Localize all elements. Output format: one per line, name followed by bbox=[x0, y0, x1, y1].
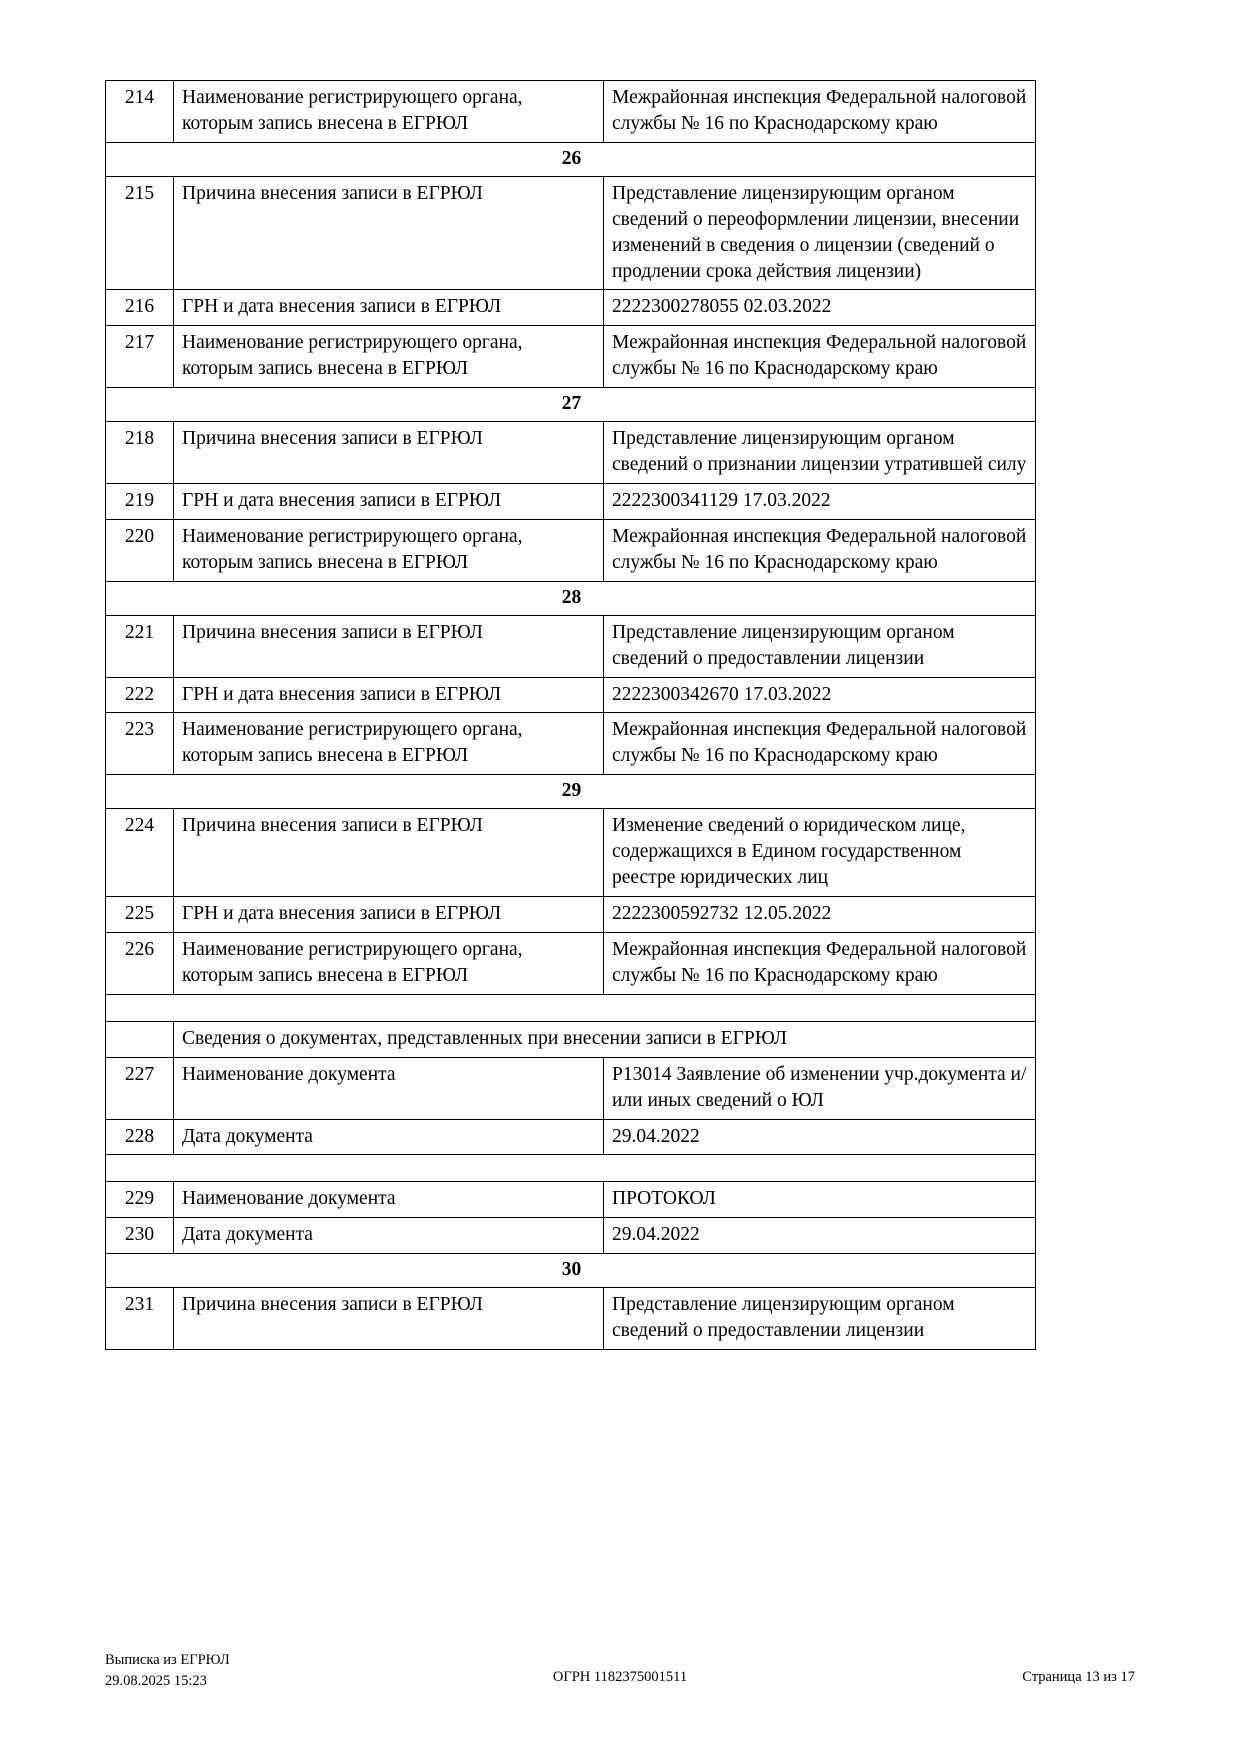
row-number: 231 bbox=[105, 1287, 174, 1351]
row-value: ПРОТОКОЛ bbox=[603, 1181, 1036, 1219]
table-row: 214 Наименование регистрирующего органа, … bbox=[105, 80, 1036, 143]
table-row: 220 Наименование регистрирующего органа, … bbox=[105, 518, 1036, 582]
row-value: 2222300342670 17.03.2022 bbox=[603, 676, 1036, 714]
row-label: ГРН и дата внесения записи в ЕГРЮЛ bbox=[173, 482, 604, 520]
row-value: 2222300278055 02.03.2022 bbox=[603, 289, 1036, 327]
row-label: Причина внесения записи в ЕГРЮЛ bbox=[173, 421, 604, 484]
row-label: Причина внесения записи в ЕГРЮЛ bbox=[173, 175, 604, 291]
section-header-row: 27 bbox=[105, 387, 1036, 423]
row-value: Р13014 Заявление об изменении учр.докуме… bbox=[603, 1056, 1036, 1120]
row-label: Причина внесения записи в ЕГРЮЛ bbox=[173, 808, 604, 897]
row-number: 226 bbox=[105, 931, 174, 995]
row-label: ГРН и дата внесения записи в ЕГРЮЛ bbox=[173, 895, 604, 933]
table-body: 214 Наименование регистрирующего органа, … bbox=[105, 80, 1036, 1351]
row-number: 215 bbox=[105, 175, 174, 291]
row-number: 229 bbox=[105, 1181, 174, 1219]
section-number: 30 bbox=[105, 1253, 1036, 1289]
row-number: 225 bbox=[105, 895, 174, 933]
subsection-title: Сведения о документах, представленных пр… bbox=[173, 1020, 1036, 1058]
footer-page-number: Страница 13 из 17 bbox=[1022, 1669, 1135, 1685]
row-label: Наименование регистрирующего органа, кот… bbox=[173, 712, 604, 776]
row-label: Причина внесения записи в ЕГРЮЛ bbox=[173, 614, 604, 678]
table-row: 228 Дата документа 29.04.2022 bbox=[105, 1118, 1036, 1156]
row-label: Наименование документа bbox=[173, 1056, 604, 1120]
subsection-empty-cell bbox=[105, 1020, 174, 1058]
section-number: 29 bbox=[105, 774, 1036, 810]
table-row: 231 Причина внесения записи в ЕГРЮЛ Предст… bbox=[105, 1287, 1036, 1351]
page-footer: Выписка из ЕГРЮЛ 29.08.2025 15:23 ОГРН 1… bbox=[105, 1650, 1135, 1710]
row-number: 221 bbox=[105, 614, 174, 678]
table-row: 225 ГРН и дата внесения записи в ЕГРЮЛ 222… bbox=[105, 895, 1036, 933]
row-label: Наименование документа bbox=[173, 1181, 604, 1219]
spacer-row bbox=[105, 993, 1036, 1022]
footer-document-title-and-timestamp: Выписка из ЕГРЮЛ 29.08.2025 15:23 bbox=[105, 1652, 230, 1690]
egrul-records-table: 214 Наименование регистрирующего органа, … bbox=[105, 80, 1036, 1351]
row-label: ГРН и дата внесения записи в ЕГРЮЛ bbox=[173, 289, 604, 327]
table-row: 224 Причина внесения записи в ЕГРЮЛ Измене… bbox=[105, 808, 1036, 897]
row-value: Представление лицензирующим органом свед… bbox=[603, 614, 1036, 678]
row-label: Причина внесения записи в ЕГРЮЛ bbox=[173, 1287, 604, 1351]
table-row: 216 ГРН и дата внесения записи в ЕГРЮЛ 222… bbox=[105, 289, 1036, 327]
subsection-header-row: Сведения о документах, представленных пр… bbox=[105, 1020, 1036, 1058]
row-label: Наименование регистрирующего органа, кот… bbox=[173, 518, 604, 582]
spacer-cell bbox=[105, 993, 1036, 1022]
table-row: 219 ГРН и дата внесения записи в ЕГРЮЛ 222… bbox=[105, 482, 1036, 520]
section-number: 27 bbox=[105, 387, 1036, 423]
spacer-row bbox=[105, 1154, 1036, 1183]
spacer-cell bbox=[105, 1154, 1036, 1183]
table-row: 218 Причина внесения записи в ЕГРЮЛ Предст… bbox=[105, 421, 1036, 484]
row-value: Представление лицензирующим органом свед… bbox=[603, 175, 1036, 291]
row-value: Межрайонная инспекция Федеральной налого… bbox=[603, 80, 1036, 143]
table-row: 215 Причина внесения записи в ЕГРЮЛ Предст… bbox=[105, 175, 1036, 291]
section-header-row: 30 bbox=[105, 1253, 1036, 1289]
row-number: 227 bbox=[105, 1056, 174, 1120]
table-row: 217 Наименование регистрирующего органа, … bbox=[105, 325, 1036, 389]
row-number: 224 bbox=[105, 808, 174, 897]
row-number: 216 bbox=[105, 289, 174, 327]
row-label: Дата документа bbox=[173, 1118, 604, 1156]
row-value: 29.04.2022 bbox=[603, 1118, 1036, 1156]
row-value: 2222300592732 12.05.2022 bbox=[603, 895, 1036, 933]
row-number: 218 bbox=[105, 421, 174, 484]
row-number: 214 bbox=[105, 80, 174, 143]
row-label: Наименование регистрирующего органа, кот… bbox=[173, 325, 604, 389]
row-label: Дата документа bbox=[173, 1217, 604, 1255]
section-number: 28 bbox=[105, 580, 1036, 616]
row-value: 29.04.2022 bbox=[603, 1217, 1036, 1255]
row-value: Межрайонная инспекция Федеральной налого… bbox=[603, 518, 1036, 582]
section-header-row: 29 bbox=[105, 774, 1036, 810]
table-row: 227 Наименование документа Р13014 Заявлени… bbox=[105, 1056, 1036, 1120]
table-row: 230 Дата документа 29.04.2022 bbox=[105, 1217, 1036, 1255]
row-number: 217 bbox=[105, 325, 174, 389]
row-label: ГРН и дата внесения записи в ЕГРЮЛ bbox=[173, 676, 604, 714]
row-label: Наименование регистрирующего органа, кот… bbox=[173, 931, 604, 995]
section-header-row: 26 bbox=[105, 141, 1036, 177]
row-number: 228 bbox=[105, 1118, 174, 1156]
row-number: 220 bbox=[105, 518, 174, 582]
row-number: 222 bbox=[105, 676, 174, 714]
row-label: Наименование регистрирующего органа, кот… bbox=[173, 80, 604, 143]
row-value: Межрайонная инспекция Федеральной налого… bbox=[603, 325, 1036, 389]
row-value: Представление лицензирующим органом свед… bbox=[603, 1287, 1036, 1351]
table-row: 223 Наименование регистрирующего органа, … bbox=[105, 712, 1036, 776]
section-header-row: 28 bbox=[105, 580, 1036, 616]
table-row: 229 Наименование документа ПРОТОКОЛ bbox=[105, 1181, 1036, 1219]
row-value: Межрайонная инспекция Федеральной налого… bbox=[603, 931, 1036, 995]
row-value: Межрайонная инспекция Федеральной налого… bbox=[603, 712, 1036, 776]
footer-ogrn: ОГРН 1182375001511 bbox=[552, 1669, 688, 1685]
row-value: Изменение сведений о юридическом лице, с… bbox=[603, 808, 1036, 897]
row-number: 219 bbox=[105, 482, 174, 520]
table-row: 221 Причина внесения записи в ЕГРЮЛ Предст… bbox=[105, 614, 1036, 678]
row-value: 2222300341129 17.03.2022 bbox=[603, 482, 1036, 520]
table-row: 222 ГРН и дата внесения записи в ЕГРЮЛ 222… bbox=[105, 676, 1036, 714]
section-number: 26 bbox=[105, 141, 1036, 177]
table-row: 226 Наименование регистрирующего органа, … bbox=[105, 931, 1036, 995]
row-number: 223 bbox=[105, 712, 174, 776]
row-value: Представление лицензирующим органом свед… bbox=[603, 421, 1036, 484]
row-number: 230 bbox=[105, 1217, 174, 1255]
